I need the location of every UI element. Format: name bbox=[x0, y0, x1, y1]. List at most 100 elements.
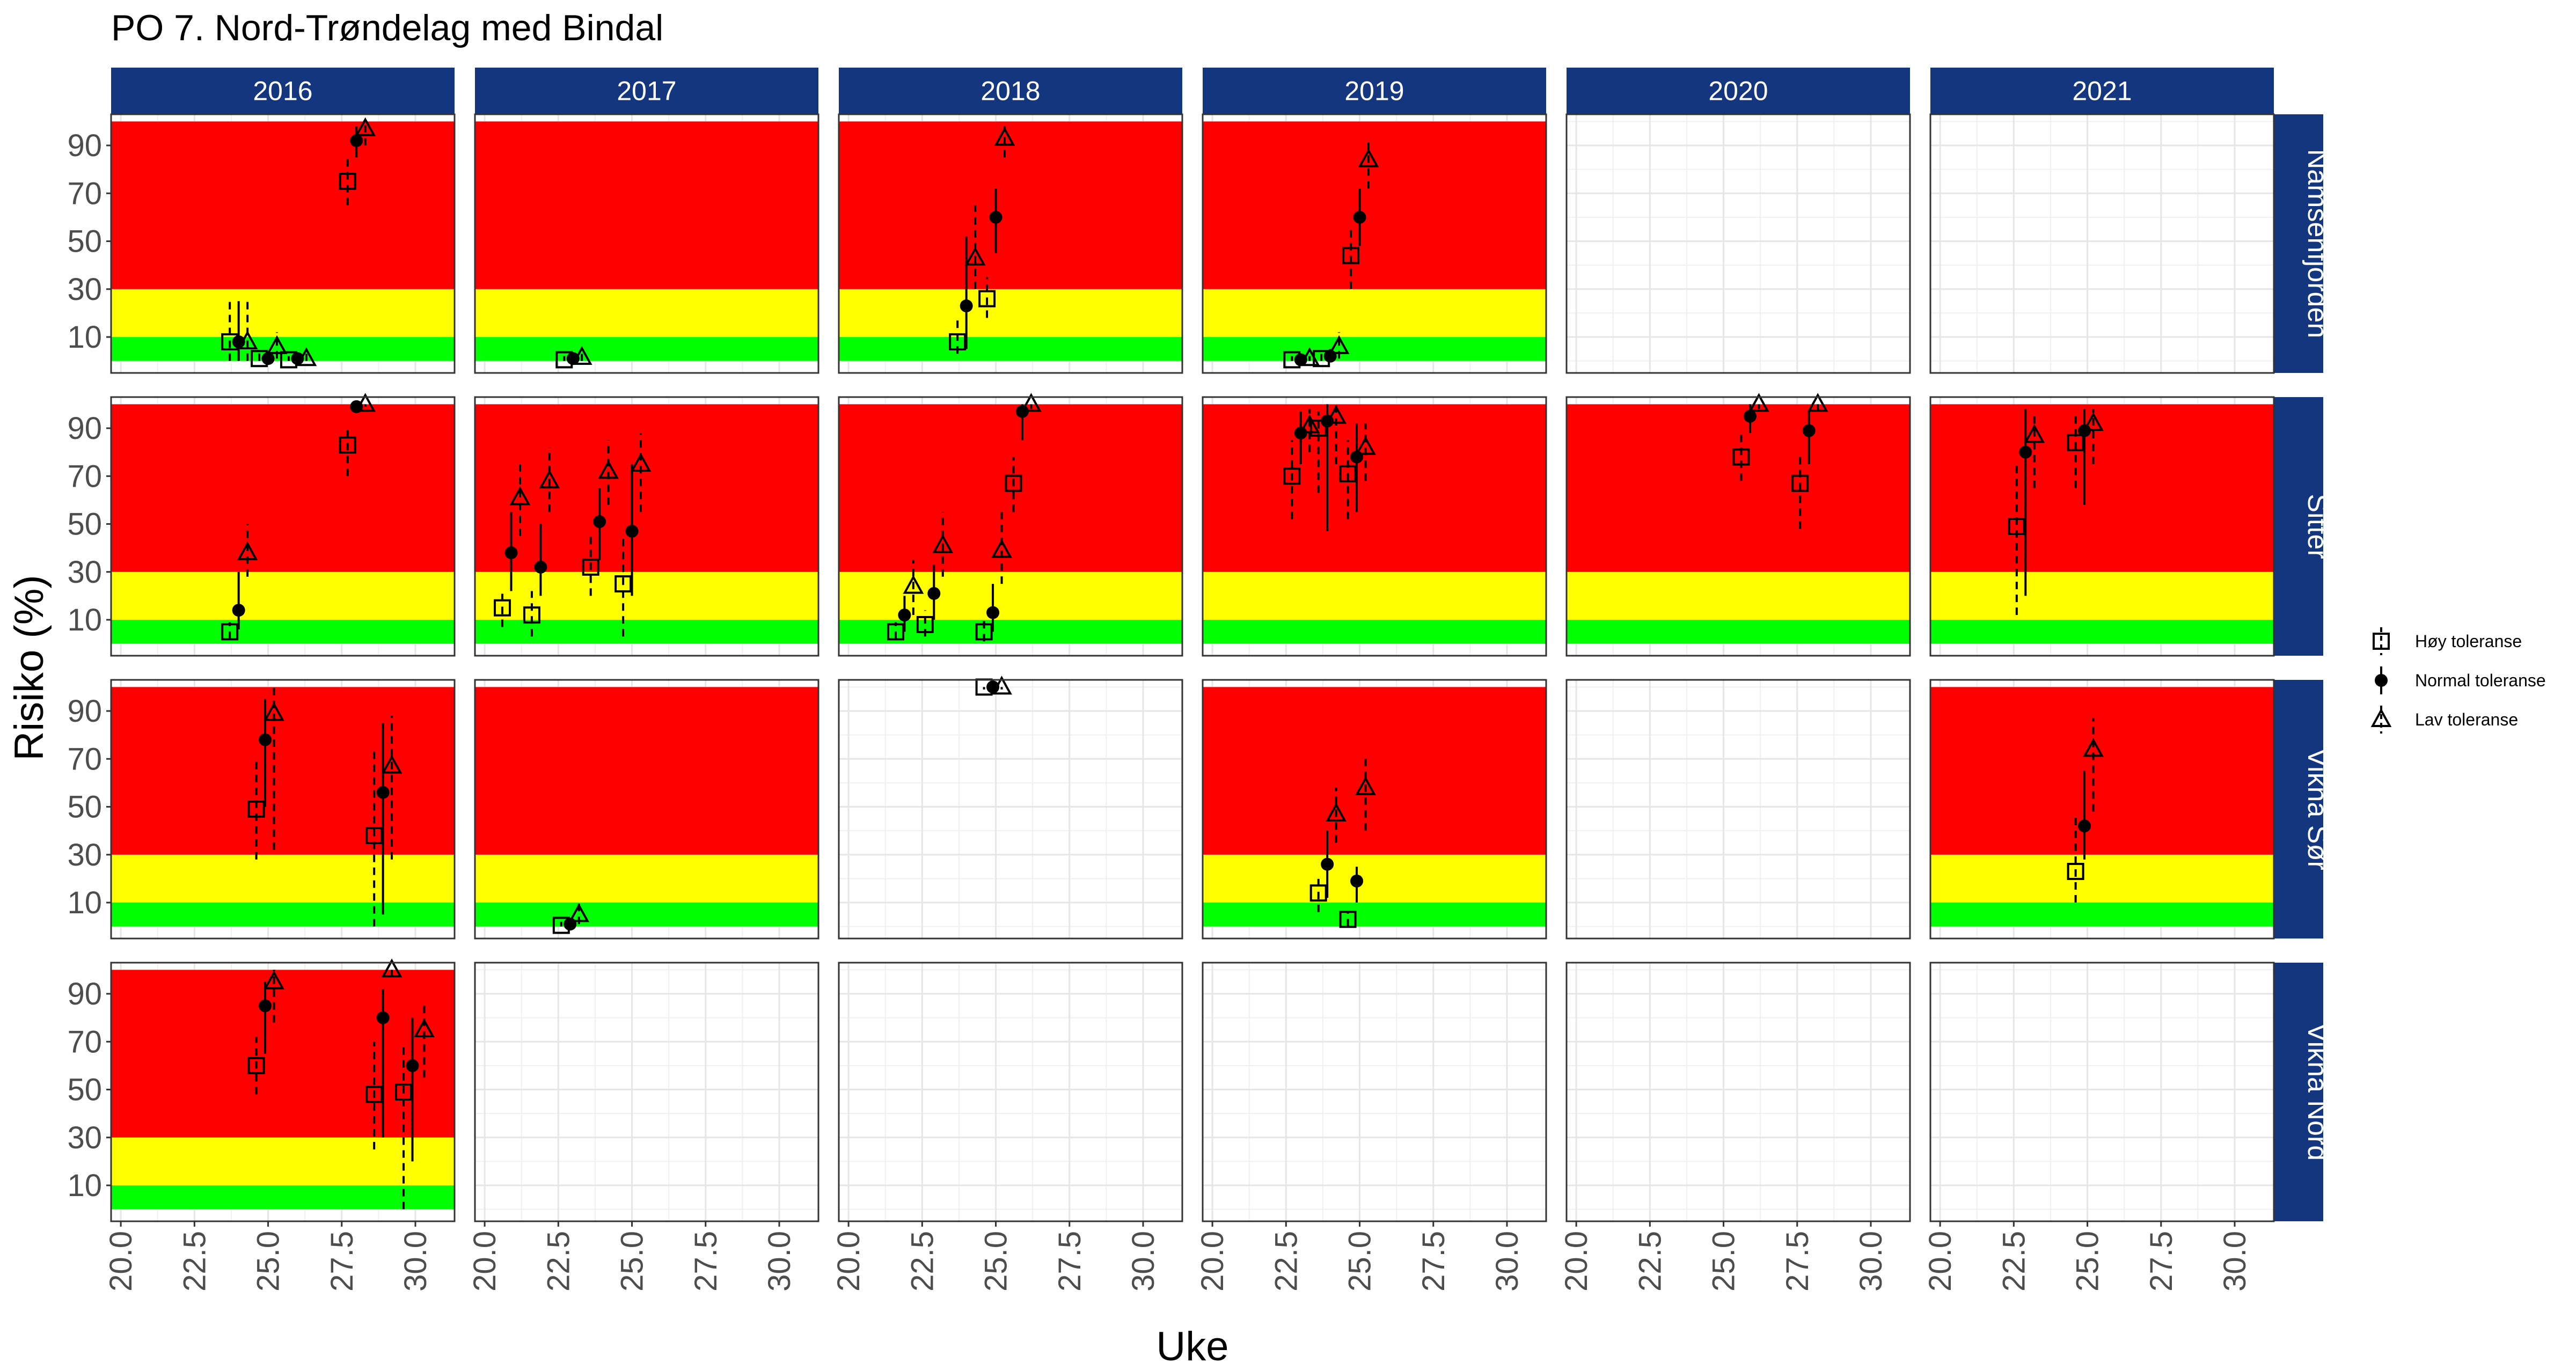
data-point-hoy-toleranse bbox=[339, 157, 356, 206]
x-tick-label: 20.0 bbox=[1923, 1231, 1958, 1292]
point-marker bbox=[2083, 738, 2104, 757]
risk-band bbox=[1930, 620, 2274, 644]
data-point-lav-toleranse bbox=[1328, 332, 1350, 359]
x-tick-label: 27.5 bbox=[2144, 1231, 2179, 1292]
grid bbox=[475, 963, 818, 1221]
point-marker bbox=[406, 1059, 419, 1072]
point-marker bbox=[1350, 874, 1364, 888]
data-point-lav-toleranse bbox=[1326, 787, 1347, 843]
data-point-lav-toleranse bbox=[568, 903, 590, 925]
data-point-lav-toleranse bbox=[2083, 718, 2104, 812]
point-marker bbox=[523, 606, 540, 624]
data-point-lav-toleranse bbox=[414, 1006, 435, 1078]
risk-band bbox=[111, 121, 455, 289]
risk-band bbox=[839, 289, 1182, 338]
x-axis-2020: 20.0 22.5 25.0 27.5 30.0 bbox=[1559, 1221, 1889, 1292]
data-point-normal-toleranse bbox=[259, 699, 272, 807]
panel-sitter-2016 bbox=[110, 393, 456, 657]
point-marker bbox=[949, 333, 967, 350]
point-marker bbox=[355, 117, 376, 136]
point-marker bbox=[1005, 474, 1022, 492]
data-point-normal-toleranse bbox=[376, 989, 390, 1138]
data-point-lav-toleranse bbox=[237, 524, 258, 577]
x-tick-label: 20.0 bbox=[1195, 1231, 1230, 1292]
risk-band bbox=[1930, 687, 2274, 855]
column-strip-label: 2020 bbox=[1708, 76, 1768, 106]
data-point-normal-toleranse bbox=[1802, 411, 1816, 464]
data-point-hoy-toleranse bbox=[887, 622, 904, 641]
y-axis-vikna-nord: 10 30 50 70 90 bbox=[67, 977, 111, 1203]
data-point-lav-toleranse bbox=[381, 715, 402, 860]
y-axis-title: Risiko (%) bbox=[6, 575, 52, 760]
column-strip-2019: 2019 bbox=[1203, 68, 1546, 114]
point-marker bbox=[2078, 819, 2091, 833]
data-point-hoy-toleranse bbox=[2008, 464, 2025, 615]
data-point-hoy-toleranse bbox=[2067, 416, 2084, 488]
point-marker bbox=[1339, 911, 1357, 928]
x-axis-2017: 20.0 22.5 25.0 27.5 30.0 bbox=[467, 1221, 797, 1292]
legend-item-hoy-toleranse: Høy toleranse bbox=[2373, 627, 2522, 655]
data-point-hoy-toleranse bbox=[339, 428, 356, 476]
risk-band bbox=[111, 289, 455, 338]
x-tick-label: 22.5 bbox=[905, 1231, 940, 1292]
point-marker bbox=[381, 754, 402, 774]
legend-key-marker bbox=[2373, 633, 2390, 650]
y-tick-label: 30 bbox=[67, 555, 102, 590]
column-strip-2016: 2016 bbox=[111, 68, 455, 114]
point-marker bbox=[1743, 409, 1757, 423]
data-point-lav-toleranse bbox=[2024, 411, 2045, 488]
panel-vikna-sor-2016 bbox=[110, 679, 456, 940]
data-point-lav-toleranse bbox=[571, 346, 592, 365]
point-marker bbox=[247, 801, 265, 818]
data-point-lav-toleranse bbox=[296, 347, 317, 366]
x-tick-label: 30.0 bbox=[1126, 1231, 1161, 1292]
x-axis-title: Uke bbox=[1156, 1324, 1228, 1368]
x-tick-label: 30.0 bbox=[1854, 1231, 1889, 1292]
x-axis-2021: 20.0 22.5 25.0 27.5 30.0 bbox=[1923, 1221, 2252, 1292]
point-marker bbox=[2083, 412, 2104, 431]
point-marker bbox=[1353, 210, 1366, 224]
data-point-hoy-toleranse bbox=[1283, 440, 1301, 519]
data-point-normal-toleranse bbox=[504, 512, 518, 591]
risk-band bbox=[1203, 337, 1546, 361]
y-tick-label: 70 bbox=[67, 176, 102, 211]
point-marker bbox=[339, 172, 356, 190]
point-marker bbox=[887, 623, 904, 641]
data-point-normal-toleranse bbox=[986, 584, 1000, 632]
data-point-normal-toleranse bbox=[1353, 188, 1366, 246]
risk-band bbox=[1930, 571, 2274, 620]
x-tick-label: 22.5 bbox=[1996, 1231, 2031, 1292]
data-point-lav-toleranse bbox=[991, 676, 1012, 695]
row-strip-namsenfjorden: Namsenfjorden bbox=[2274, 114, 2333, 373]
data-point-hoy-toleranse bbox=[978, 277, 996, 318]
point-marker bbox=[339, 436, 356, 454]
point-marker bbox=[237, 330, 258, 349]
y-tick-label: 70 bbox=[67, 742, 102, 776]
data-point-lav-toleranse bbox=[1355, 759, 1376, 831]
x-axis-2019: 20.0 22.5 25.0 27.5 30.0 bbox=[1195, 1221, 1525, 1292]
data-point-normal-toleranse bbox=[927, 564, 941, 620]
data-point-hoy-toleranse bbox=[1005, 457, 1022, 512]
risk-band bbox=[839, 337, 1182, 361]
point-marker bbox=[504, 546, 518, 560]
point-marker bbox=[960, 299, 973, 313]
data-point-normal-toleranse bbox=[406, 1017, 419, 1162]
point-marker bbox=[2067, 863, 2084, 881]
data-point-lav-toleranse bbox=[264, 970, 284, 1023]
point-marker bbox=[614, 575, 632, 593]
point-marker bbox=[2067, 434, 2084, 451]
point-marker bbox=[991, 539, 1012, 558]
data-point-normal-toleranse bbox=[534, 524, 547, 596]
data-point-normal-toleranse bbox=[1321, 831, 1334, 898]
risk-band bbox=[1930, 854, 2274, 903]
risk-band bbox=[1567, 620, 1910, 644]
y-tick-label: 90 bbox=[67, 411, 102, 446]
legend-label: Lav toleranse bbox=[2415, 710, 2518, 729]
point-marker bbox=[571, 346, 592, 365]
risk-band bbox=[475, 404, 818, 572]
point-marker bbox=[598, 460, 619, 479]
point-marker bbox=[964, 246, 986, 266]
data-point-normal-toleranse bbox=[259, 981, 272, 1054]
data-point-hoy-toleranse bbox=[1309, 411, 1327, 493]
point-marker bbox=[1807, 393, 1828, 412]
